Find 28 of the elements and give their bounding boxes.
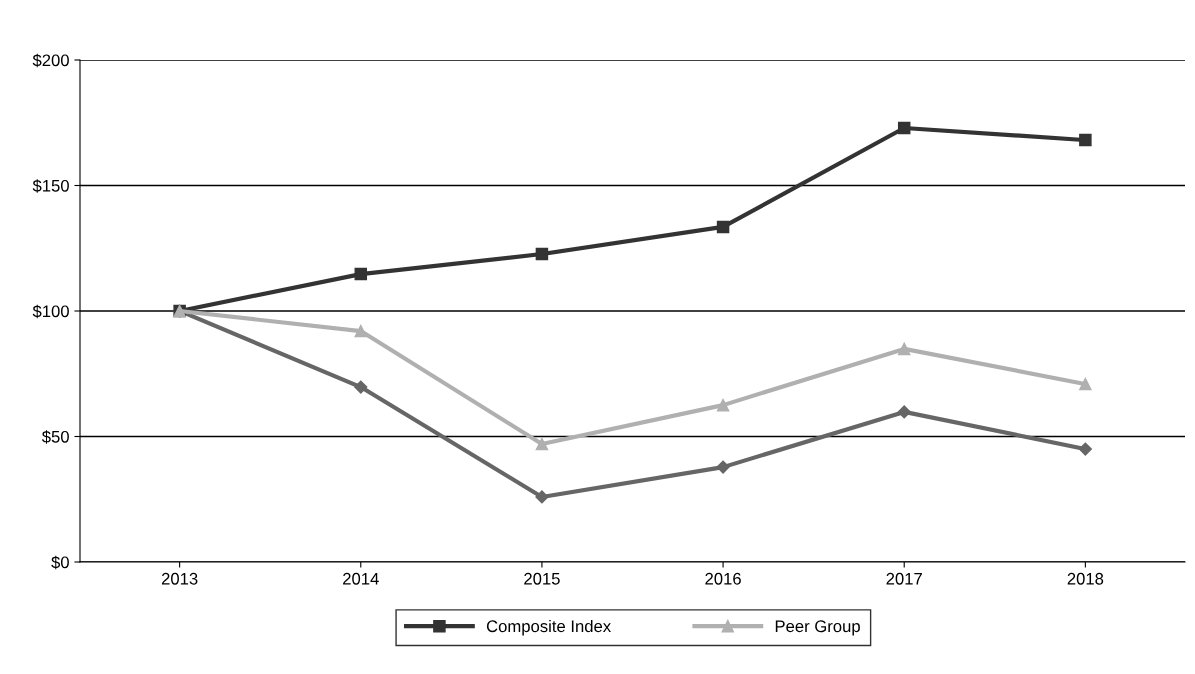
x-tick-label: 2015	[524, 572, 560, 585]
point	[535, 247, 549, 261]
point	[897, 342, 911, 356]
point	[1079, 377, 1092, 391]
y-tick-label: $50	[41, 430, 69, 444]
point	[354, 324, 368, 338]
point	[897, 121, 911, 135]
point	[535, 490, 549, 504]
point	[354, 380, 368, 394]
y-tick-label: $100	[32, 304, 69, 319]
y-tick-label: $200	[32, 53, 69, 68]
point	[716, 398, 730, 412]
point	[354, 267, 368, 281]
x-tick-label: 2014	[343, 572, 379, 585]
point	[535, 437, 549, 451]
point	[1078, 442, 1092, 456]
x-tick-label: 2018	[1067, 572, 1104, 585]
x-tick-label: 2013	[161, 572, 198, 585]
point	[716, 220, 730, 234]
legend-label: Peer Group	[775, 620, 860, 636]
x-tick-label: 2016	[705, 572, 741, 585]
point	[716, 460, 730, 474]
x-tick-label: 2017	[886, 572, 922, 585]
point	[1079, 133, 1092, 147]
legend-label: Composite Index	[486, 619, 611, 636]
point	[897, 405, 911, 419]
y-tick-label: $150	[32, 179, 69, 193]
y-tick-label: $0	[51, 555, 69, 570]
